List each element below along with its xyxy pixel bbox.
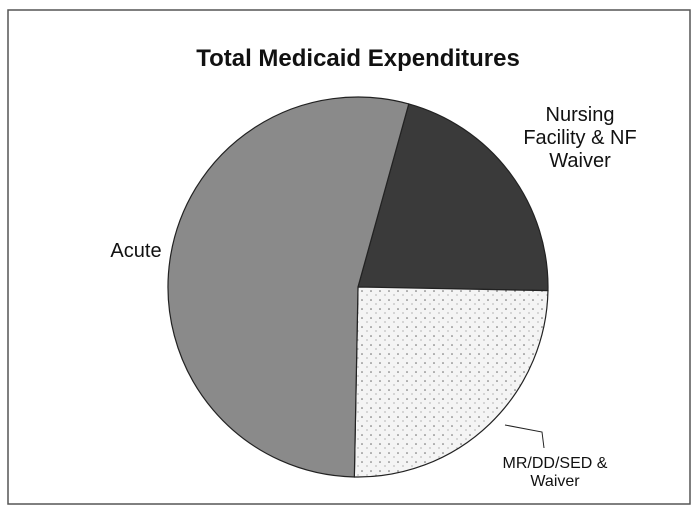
pie-slice xyxy=(357,103,549,292)
slice-label: Acute xyxy=(110,240,162,262)
leader-line xyxy=(504,424,545,449)
chart-title: Total Medicaid Expenditures xyxy=(196,45,520,72)
pie-slice xyxy=(353,286,549,478)
pie-slice xyxy=(167,96,410,478)
slice-label: Nursing Facility & NF Waiver xyxy=(523,104,637,172)
slice-label: MR/DD/SED & Waiver xyxy=(502,455,608,491)
